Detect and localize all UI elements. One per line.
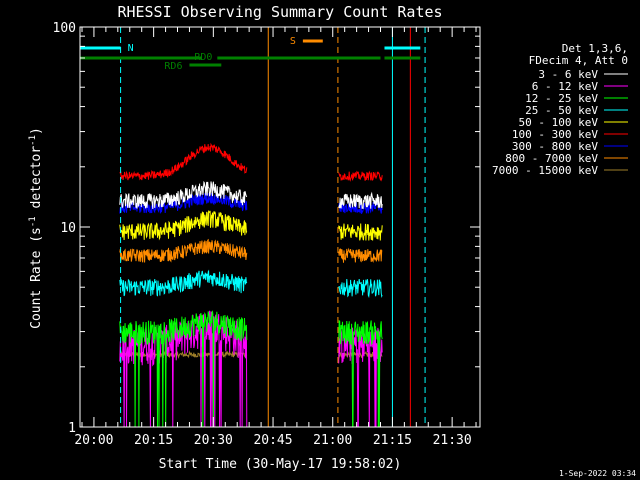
legend-entry-7: 800 - 7000 keV	[505, 152, 598, 165]
x-tick-label-6: 21:30	[433, 433, 472, 448]
legend-entry-4: 50 - 100 keV	[519, 116, 599, 129]
y-axis-label-end: )	[29, 127, 44, 135]
legend-header-line2: FDecim 4, Att 0	[529, 54, 628, 67]
series-line-6-segment-1	[338, 201, 383, 214]
legend-entry-3: 25 - 50 keV	[525, 104, 598, 117]
series-line-3-segment-1	[338, 278, 383, 299]
series-line-7-segment-0	[119, 238, 248, 263]
y-tick-label-2: 100	[53, 21, 76, 36]
series-line-3-segment-0	[119, 269, 248, 297]
legend-entry-8: 7000 - 15000 keV	[492, 164, 598, 177]
series-line-4-segment-1	[338, 223, 383, 241]
legend-entry-5: 100 - 300 keV	[512, 128, 598, 141]
y-axis-label-sup1: -1	[28, 216, 38, 227]
y-tick-label-0: 1	[68, 421, 76, 436]
x-axis-label: Start Time (30-May-17 19:58:02)	[159, 457, 402, 472]
x-tick-label-0: 20:00	[74, 433, 113, 448]
x-tick-label-1: 20:15	[134, 433, 173, 448]
series-line-2-segment-0	[119, 310, 248, 428]
legend-entry-1: 6 - 12 keV	[532, 80, 599, 93]
series-line-2-segment-1	[338, 320, 383, 428]
legend-entry-6: 300 - 800 keV	[512, 140, 598, 153]
series-line-5-segment-1	[338, 170, 383, 182]
chart-title: RHESSI Observing Summary Count Rates	[117, 3, 442, 21]
series-line-5-segment-0	[119, 142, 248, 181]
legend-entry-2: 12 - 25 keV	[525, 92, 598, 105]
y-tick-label-1: 10	[60, 221, 76, 236]
night-label: N	[128, 43, 134, 54]
rd6-label: RD6	[164, 61, 182, 72]
y-axis-label-main: Count Rate (s	[29, 227, 44, 329]
plot-area: N S RD0 RD6 1 10 100 20:00 20:15 20:30 20:45 21:00 2…	[53, 21, 481, 448]
series-line-7-segment-1	[338, 247, 383, 263]
y-axis-label: Count Rate (s-1 detector-1)	[28, 127, 44, 329]
series-line-0-segment-0	[119, 180, 248, 209]
x-tick-label-2: 20:30	[194, 433, 233, 448]
footer-timestamp: 1-Sep-2022 03:34	[559, 469, 636, 478]
x-tick-label-4: 21:00	[313, 433, 352, 448]
y-axis-label-mid: detector	[29, 146, 44, 217]
legend-header-line1: Det 1,3,6,	[562, 42, 628, 55]
legend-entry-0: 3 - 6 keV	[538, 68, 598, 81]
rd0-label: RD0	[194, 52, 212, 63]
saa-label: S	[290, 36, 296, 47]
x-tick-label-5: 21:15	[373, 433, 412, 448]
series-line-0-segment-1	[338, 191, 383, 210]
x-tick-label-3: 20:45	[253, 433, 292, 448]
series-line-4-segment-0	[119, 209, 248, 241]
y-axis-label-sup2: -1	[28, 135, 38, 146]
